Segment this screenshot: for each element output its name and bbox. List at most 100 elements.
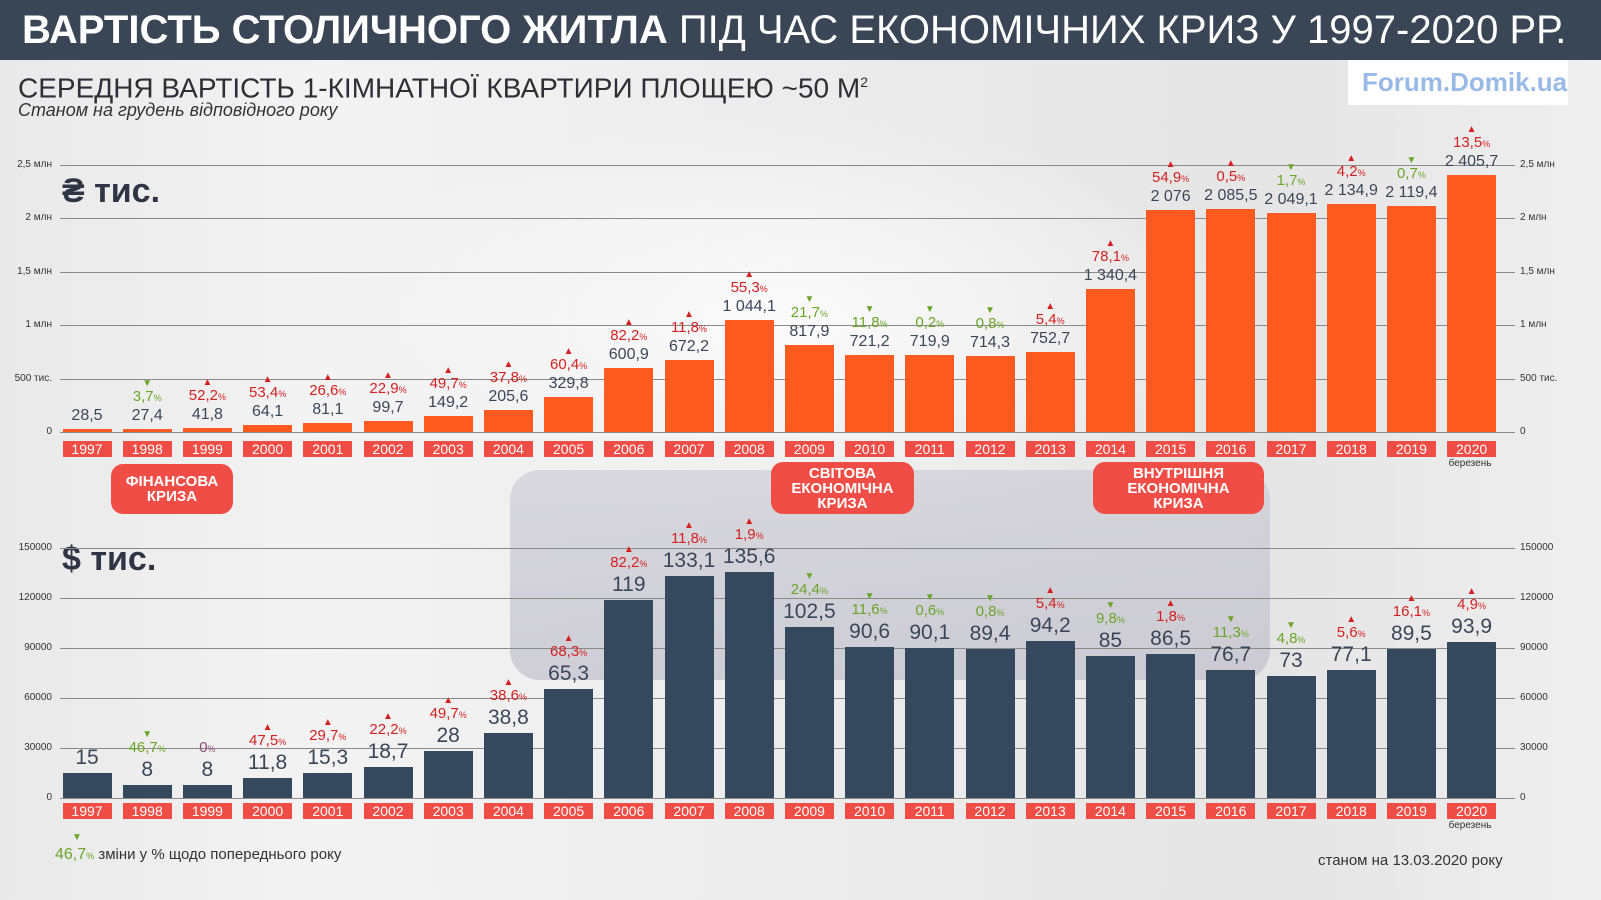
change-value: 60,4 <box>549 355 580 373</box>
change-value: 0,7 <box>1396 164 1418 182</box>
usd-bar <box>62 773 112 798</box>
uah-year-label: 1999 <box>182 441 232 457</box>
uah-bar <box>784 344 834 432</box>
uah-year-label: 2006 <box>604 441 654 457</box>
uah-change-label: ▼ 3,7% <box>118 379 176 406</box>
uah-bar <box>845 354 895 432</box>
change-value: 21,7 <box>790 303 820 321</box>
legend-text: зміни у % щодо попереднього року <box>98 846 342 863</box>
uah-year-label: 2007 <box>664 441 714 457</box>
percent-sign: % <box>278 737 287 748</box>
uah-change-label: ▲ 37,8% <box>479 360 537 387</box>
percent-sign: % <box>579 360 588 371</box>
up-triangle-icon: ▲ <box>1045 300 1056 312</box>
y-axis-label-right: 0 <box>1520 792 1526 803</box>
change-value: 1,8 <box>1156 607 1178 625</box>
usd-year-label: 2011 <box>905 803 955 819</box>
usd-change-label: ▲ 47,5% <box>239 723 297 750</box>
uah-bar <box>182 427 232 432</box>
percent-sign: % <box>518 374 527 385</box>
uah-change-label: ▲ 4,2% <box>1322 153 1380 181</box>
percent-sign: % <box>1421 607 1430 618</box>
y-axis-label-left: 2,5 млн <box>17 159 52 170</box>
up-triangle-icon: ▲ <box>1466 585 1477 597</box>
usd-change-label: ▲ 22,2% <box>359 711 417 739</box>
down-triangle-icon: ▼ <box>142 378 153 390</box>
up-triangle-icon: ▲ <box>1346 613 1357 625</box>
uah-change-label: ▲ 52,2% <box>178 377 236 405</box>
percent-sign: % <box>398 725 407 736</box>
uah-value-label: 714,3 <box>969 333 1011 351</box>
usd-year-label: 2015 <box>1146 803 1196 819</box>
down-triangle-icon: ▼ <box>804 571 815 583</box>
up-triangle-icon: ▲ <box>1165 159 1176 171</box>
usd-change-label: ▲ 49,7% <box>419 696 477 723</box>
up-triangle-icon: ▲ <box>1105 237 1116 249</box>
usd-change-label: ▲ 1,9% <box>720 517 778 544</box>
uah-year-label: 2011 <box>905 441 955 457</box>
usd-year-label: 2001 <box>303 803 353 819</box>
change-value: 55,3 <box>730 279 760 297</box>
usd-year-label: 2005 <box>544 803 594 819</box>
uah-year-label: 2001 <box>303 441 353 457</box>
uah-year-label: 2008 <box>724 441 774 457</box>
usd-bar <box>1386 648 1436 798</box>
percent-sign: % <box>1120 252 1129 263</box>
usd-value-label: 85 <box>1098 629 1123 653</box>
subtitle: СЕРЕДНЯ ВАРТІСТЬ 1-КІМНАТНОЇ КВАРТИРИ ПЛ… <box>18 66 868 104</box>
usd-value-label: 86,5 <box>1150 626 1192 650</box>
percent-sign: % <box>398 385 407 396</box>
y-axis-label-right: 1 млн <box>1520 319 1547 331</box>
usd-year-label: 2020 <box>1447 803 1497 819</box>
down-triangle-icon: ▼ <box>985 593 995 604</box>
up-triangle-icon: ▲ <box>1045 585 1056 596</box>
uah-value-label: 721,2 <box>849 332 890 350</box>
percent-sign: % <box>996 319 1005 330</box>
usd-change-label: ▲ 1,8% <box>1142 598 1200 626</box>
y-axis-label-right: 500 тис. <box>1520 372 1558 384</box>
uah-change-label: ▼ 21,7% <box>780 294 838 322</box>
uah-bar <box>664 360 714 432</box>
usd-bar <box>1206 670 1256 798</box>
change-value: 11,8 <box>851 313 880 331</box>
change-value: 11,8 <box>670 319 700 337</box>
uah-gridline <box>60 432 1515 433</box>
uah-year-label: 2018 <box>1326 441 1376 457</box>
usd-value-label: 77,1 <box>1330 642 1372 666</box>
up-triangle-icon: ▲ <box>1466 124 1477 136</box>
usd-year-label: 2008 <box>724 803 774 819</box>
usd-value-label: 28 <box>436 724 460 748</box>
uah-change-label: ▼ 11,8% <box>841 304 899 332</box>
percent-sign: % <box>1417 169 1426 180</box>
y-axis-label-left: 2 млн <box>25 212 52 224</box>
uah-year-label: 2014 <box>1085 441 1135 457</box>
usd-change-label: ▼ 4,8% <box>1262 621 1320 648</box>
usd-bar <box>1085 656 1135 798</box>
uah-value-label: 205,6 <box>488 388 529 406</box>
uah-change-label: ▼ 0,7% <box>1382 155 1440 183</box>
percent-sign: % <box>699 535 708 546</box>
usd-bar <box>784 627 834 798</box>
usd-year-label: 2019 <box>1386 803 1436 819</box>
percent-sign: % <box>1478 600 1487 611</box>
usd-change-label: ▲ 16,1% <box>1382 593 1440 621</box>
y-axis-label-right: 2,5 млн <box>1520 159 1555 170</box>
percent-sign: % <box>207 743 216 754</box>
down-triangle-icon: ▼ <box>864 591 875 602</box>
usd-year-label: 2018 <box>1326 803 1376 819</box>
usd-bar <box>1266 676 1316 798</box>
uah-year-label: 2016 <box>1206 441 1256 457</box>
usd-value-label: 8 <box>201 757 214 781</box>
usd-year-label: 1998 <box>122 803 172 819</box>
uah-bar <box>544 396 594 432</box>
uah-bar <box>1447 175 1497 432</box>
usd-bar <box>363 766 413 798</box>
usd-bar <box>1146 653 1196 798</box>
change-value: 16,1 <box>1392 602 1422 620</box>
usd-year-label: 2014 <box>1085 803 1135 819</box>
change-value: 49,7 <box>429 375 459 393</box>
down-triangle-icon: ▼ <box>924 591 935 603</box>
usd-year-label: 2010 <box>845 803 895 819</box>
usd-year-label: 2006 <box>604 803 654 819</box>
y-axis-label-left: 30000 <box>24 742 52 753</box>
